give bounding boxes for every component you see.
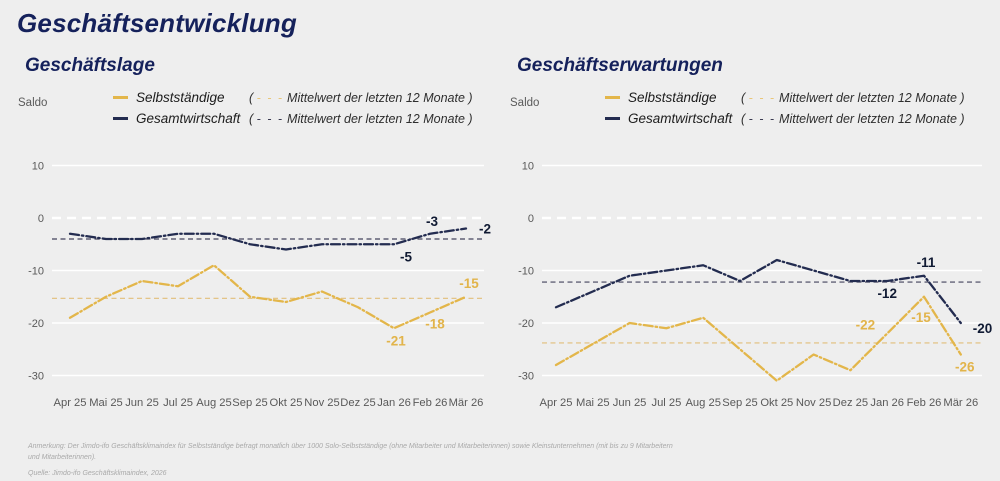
chart-legend: Selbstständige ( - - - Mittelwert der le… [605, 87, 965, 129]
series-line-gesamtwirtschaft [554, 258, 962, 325]
series-line-selbststaendige [554, 295, 962, 382]
mean-dash-icon: - - - [748, 111, 776, 126]
x-tick-label: Aug 25 [196, 397, 231, 409]
y-axis-unit-label: Saldo [18, 97, 48, 109]
x-tick-label: Dez 25 [340, 397, 375, 409]
series-line-selbststaendige [68, 264, 468, 330]
value-label: -15 [459, 276, 479, 291]
orange-line-swatch-icon [605, 96, 620, 99]
x-tick-label: Feb 26 [907, 397, 942, 409]
mean-dash-icon: - - - [256, 90, 284, 105]
x-tick-label: Sep 25 [232, 397, 267, 409]
mean-dash-icon: - - - [748, 90, 776, 105]
value-label: -18 [425, 317, 445, 332]
y-tick-label: 10 [522, 161, 534, 173]
orange-line-swatch-icon [113, 96, 128, 99]
y-tick-label: -30 [518, 371, 534, 383]
navy-line-swatch-icon [113, 117, 128, 120]
x-tick-label: Nov 25 [796, 397, 831, 409]
x-tick-label: Aug 25 [685, 397, 720, 409]
value-label: -2 [479, 222, 491, 237]
x-tick-label: Okt 25 [270, 397, 303, 409]
legend-label: Gesamtwirtschaft [628, 111, 733, 126]
series-line-gesamtwirtschaft [68, 227, 468, 251]
x-tick-label: Mai 25 [89, 397, 123, 409]
chart-legend: Selbstständige ( - - - Mittelwert der le… [113, 87, 473, 129]
x-tick-label: Jul 25 [651, 397, 681, 409]
mean-dash-icon: - - - [256, 111, 284, 126]
navy-line-swatch-icon [605, 117, 620, 120]
y-tick-label: 10 [32, 161, 44, 173]
y-axis-unit-label: Saldo [510, 97, 540, 109]
y-tick-label: -30 [28, 371, 44, 383]
x-tick-label: Dez 25 [833, 397, 868, 409]
legend-row-selbststaendige: Selbstständige ( - - - Mittelwert der le… [605, 87, 965, 108]
footnote-source: Quelle: Jimdo-ifo Geschäftsklimaindex, 2… [28, 469, 167, 477]
y-tick-label: -10 [28, 266, 44, 278]
x-tick-label: Sep 25 [722, 397, 757, 409]
y-tick-label: -20 [28, 318, 44, 330]
chart-title: Geschäftserwartungen [517, 55, 723, 76]
x-tick-label: Mär 26 [943, 397, 978, 409]
x-tick-label: Apr 25 [540, 397, 573, 409]
x-tick-label: Feb 26 [413, 397, 448, 409]
x-tick-label: Jan 26 [377, 397, 411, 409]
y-tick-label: 0 [528, 213, 534, 225]
x-tick-label: Mär 26 [449, 397, 484, 409]
legend-mean-note: ( - - - Mittelwert der letzten 12 Monate… [741, 90, 965, 105]
x-tick-label: Mai 25 [576, 397, 610, 409]
value-label: -12 [877, 286, 897, 301]
value-label: -26 [955, 360, 975, 375]
value-label: -20 [973, 321, 993, 336]
chart-plot-area: 10 0 -10 -20 -30 Apr 25 Mai 25 Jun 25 Jul 25 Aug … [492, 150, 1000, 455]
value-label: -21 [386, 333, 406, 348]
chart-svg: 10 0 -10 -20 -30 Apr 25 Mai 25 Jun 25 Jul 25 Aug … [518, 161, 993, 410]
chart-panel-geschaeftslage: Geschäftslage Saldo Selbstständige ( - -… [0, 55, 500, 455]
x-tick-label: Jun 25 [125, 397, 159, 409]
footnote-note: Anmerkung: Der Jimdo-ifo Geschäftsklimai… [28, 443, 673, 461]
y-tick-label: 0 [38, 213, 44, 225]
chart-title: Geschäftslage [25, 55, 155, 76]
chart-svg: 10 0 -10 -20 -30 Apr 25 Mai 25 Jun 25 Jul 25 Aug … [28, 161, 491, 410]
legend-mean-note: ( - - - Mittelwert der letzten 12 Monate… [249, 111, 473, 126]
legend-mean-note: ( - - - Mittelwert der letzten 12 Monate… [741, 111, 965, 126]
x-tick-label: Okt 25 [760, 397, 793, 409]
legend-row-gesamtwirtschaft: Gesamtwirtschaft ( - - - Mittelwert der … [605, 108, 965, 129]
page-title: Geschäftsentwicklung [17, 8, 297, 38]
legend-mean-note: ( - - - Mittelwert der letzten 12 Monate… [249, 90, 473, 105]
x-tick-label: Jul 25 [163, 397, 193, 409]
y-tick-label: -10 [518, 266, 534, 278]
value-label: -3 [426, 214, 438, 229]
legend-row-selbststaendige: Selbstständige ( - - - Mittelwert der le… [113, 87, 473, 108]
legend-label: Selbstständige [136, 90, 225, 105]
legend-label: Gesamtwirtschaft [136, 111, 241, 126]
x-tick-label: Jun 25 [613, 397, 647, 409]
x-tick-label: Apr 25 [54, 397, 87, 409]
value-label: -15 [911, 310, 931, 325]
value-label: -11 [917, 255, 936, 270]
legend-label: Selbstständige [628, 90, 717, 105]
x-tick-label: Nov 25 [304, 397, 339, 409]
y-tick-label: -20 [518, 318, 534, 330]
x-tick-label: Jan 26 [870, 397, 904, 409]
chart-panel-geschaeftserwartungen: Geschäftserwartungen Saldo Selbstständig… [492, 0, 1000, 481]
legend-row-gesamtwirtschaft: Gesamtwirtschaft ( - - - Mittelwert der … [113, 108, 473, 129]
footnote: Anmerkung: Der Jimdo-ifo Geschäftsklimai… [28, 442, 678, 480]
chart-plot-area: 10 0 -10 -20 -30 Apr 25 Mai 25 Jun 25 Jul 25 Aug … [0, 150, 500, 455]
value-label: -5 [400, 249, 412, 264]
value-label: -22 [856, 318, 876, 333]
